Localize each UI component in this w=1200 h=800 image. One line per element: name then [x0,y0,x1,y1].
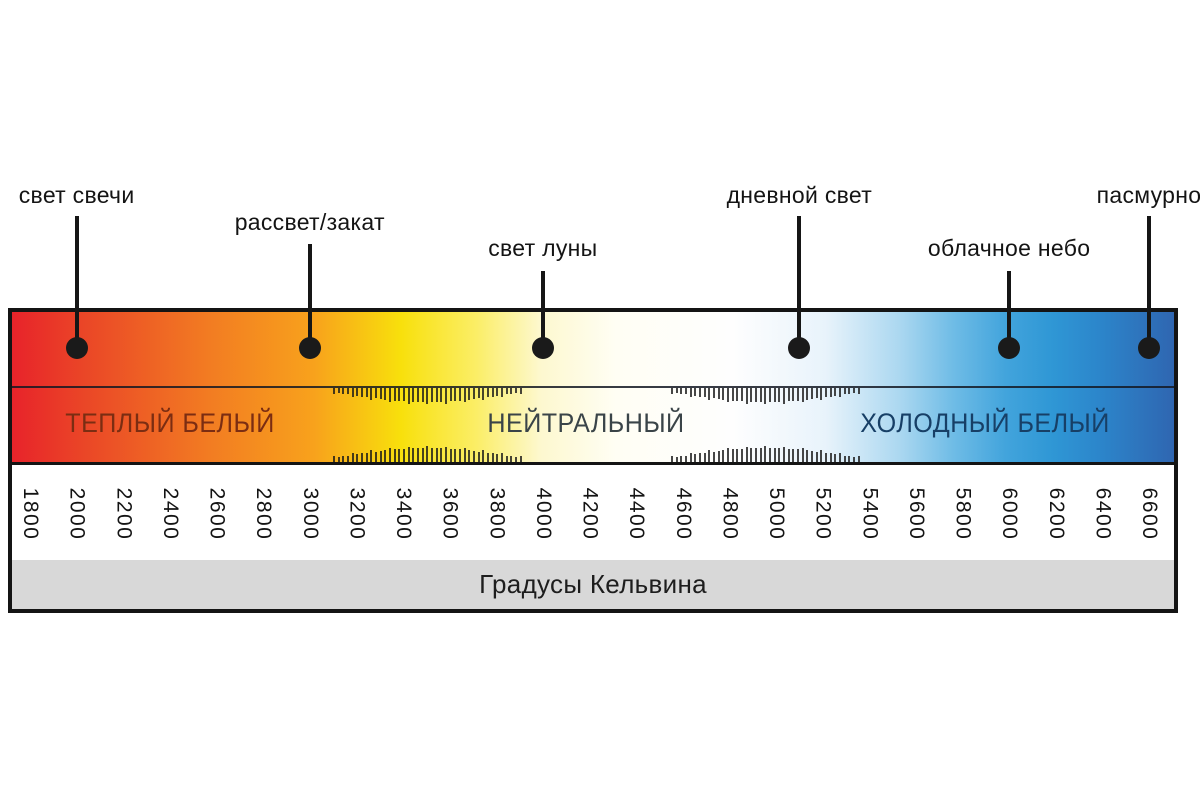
kelvin-scale: 1800 2000 2200 2400 2600 2800 3000 3200 3400 3600… [12,462,1174,560]
kelvin-tick-2600: 2600 [205,487,229,541]
kelvin-tick-4800: 4800 [718,487,742,541]
marker-dot-5 [1138,337,1160,359]
axis-caption-bar: Градусы Кельвина [12,560,1174,609]
kelvin-tick-6000: 6000 [998,487,1022,541]
marker-stem-3 [797,216,802,348]
transition-hatch-1-top [671,388,860,406]
color-gradient-band: ТЕПЛЫЙ БЕЛЫЙ НЕЙТРАЛЬНЫЙ ХОЛОДНЫЙ БЕЛЫЙ [12,312,1174,462]
marker-label-2: свет луны [488,235,598,261]
kelvin-tick-4600: 4600 [671,487,695,541]
marker-label-4: облачное небо [927,235,1091,261]
marker-stem-1 [307,244,312,348]
marker-dot-3 [788,337,811,359]
marker-stem-4 [1007,271,1012,348]
kelvin-tick-4400: 4400 [625,487,649,541]
kelvin-tick-4200: 4200 [578,487,602,541]
band-divider-line [12,386,1174,388]
marker-dot-4 [998,337,1021,359]
kelvin-tick-5200: 5200 [811,487,835,541]
marker-dot-1 [298,337,321,359]
marker-stem-5 [1147,216,1151,348]
kelvin-tick-6200: 6200 [1044,487,1068,541]
kelvin-tick-2000: 2000 [65,487,89,541]
kelvin-tick-2800: 2800 [252,487,276,541]
zone-label-neutral: НЕЙТРАЛЬНЫЙ [487,408,685,438]
transition-hatch-0-bottom [333,444,522,462]
transition-hatch-1-bottom [671,444,860,462]
marker-label-1: рассвет/закат [234,209,385,235]
kelvin-tick-1800: 1800 [19,487,42,541]
kelvin-tick-3800: 3800 [485,487,509,541]
zone-label-cold-white: ХОЛОДНЫЙ БЕЛЫЙ [860,408,1110,438]
transition-hatch-0-top [333,388,522,406]
marker-stem-0 [74,216,79,348]
marker-label-0: свет свечи [18,182,135,208]
kelvin-tick-5800: 5800 [951,487,975,541]
chart-frame: ТЕПЛЫЙ БЕЛЫЙ НЕЙТРАЛЬНЫЙ ХОЛОДНЫЙ БЕЛЫЙ 18… [8,308,1178,613]
kelvin-tick-5600: 5600 [904,487,928,541]
kelvin-tick-3200: 3200 [345,487,369,541]
kelvin-tick-2200: 2200 [112,487,136,541]
kelvin-tick-2400: 2400 [158,487,182,541]
kelvin-tick-3400: 3400 [392,487,415,541]
kelvin-tick-4000: 4000 [531,487,555,541]
zone-label-warm-white: ТЕПЛЫЙ БЕЛЫЙ [65,408,275,438]
marker-dot-0 [65,337,88,359]
marker-label-5: пасмурно [1096,182,1200,208]
kelvin-tick-6600: 6600 [1138,487,1161,541]
marker-label-3: дневной свет [726,182,873,208]
marker-dot-2 [531,337,554,359]
kelvin-tick-5400: 5400 [858,487,882,541]
axis-caption: Градусы Кельвина [479,569,707,599]
kelvin-tick-6400: 6400 [1091,487,1115,541]
kelvin-tick-3000: 3000 [298,487,322,541]
marker-stem-2 [540,271,545,348]
kelvin-tick-5000: 5000 [765,487,788,541]
kelvin-tick-3600: 3600 [438,487,462,541]
